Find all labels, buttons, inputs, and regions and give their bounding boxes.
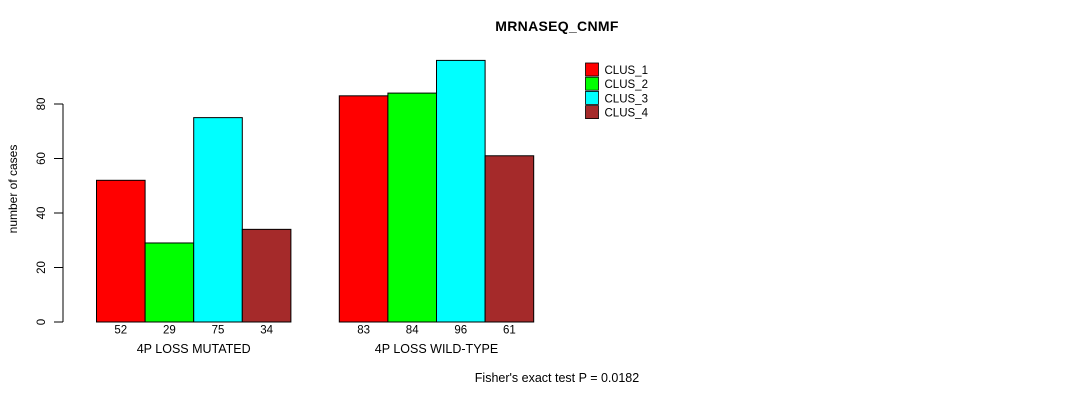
bar bbox=[144, 242, 195, 323]
bar bbox=[241, 228, 292, 323]
legend-swatch bbox=[585, 91, 599, 105]
bar-value-label: 29 bbox=[163, 325, 176, 337]
y-tick-label: 20 bbox=[36, 261, 48, 274]
x-category-label: 4P LOSS MUTATED bbox=[137, 342, 251, 356]
legend-swatch bbox=[585, 62, 599, 77]
x-category-label: 4P LOSS WILD-TYPE bbox=[375, 342, 498, 356]
legend-swatch bbox=[585, 105, 599, 119]
bar bbox=[484, 155, 535, 323]
bar bbox=[338, 95, 389, 323]
bar-value-label: 96 bbox=[454, 325, 467, 337]
y-tick-label: 60 bbox=[36, 152, 48, 165]
bar-value-label: 75 bbox=[212, 325, 225, 337]
bar bbox=[436, 59, 486, 323]
chart-title: MRNASEQ_CNMF bbox=[495, 18, 619, 34]
bar-value-label: 83 bbox=[357, 325, 370, 337]
legend-label: CLUS_4 bbox=[605, 108, 649, 120]
bar bbox=[96, 179, 146, 323]
bar-value-label: 52 bbox=[114, 325, 127, 337]
bar-value-label: 84 bbox=[406, 325, 419, 337]
y-tick-label: 0 bbox=[36, 319, 48, 325]
bar-value-label: 61 bbox=[503, 325, 516, 337]
bar bbox=[193, 117, 243, 323]
legend-label: CLUS_1 bbox=[605, 65, 648, 77]
y-tick-label: 80 bbox=[36, 98, 48, 111]
bar-value-label: 34 bbox=[260, 325, 273, 337]
y-tick-label: 40 bbox=[36, 207, 48, 220]
legend-label: CLUS_3 bbox=[605, 93, 648, 105]
stat-annotation: Fisher's exact test P = 0.0182 bbox=[474, 371, 640, 385]
bar bbox=[387, 92, 437, 323]
legend-label: CLUS_2 bbox=[605, 79, 648, 91]
legend-swatch bbox=[585, 76, 599, 91]
